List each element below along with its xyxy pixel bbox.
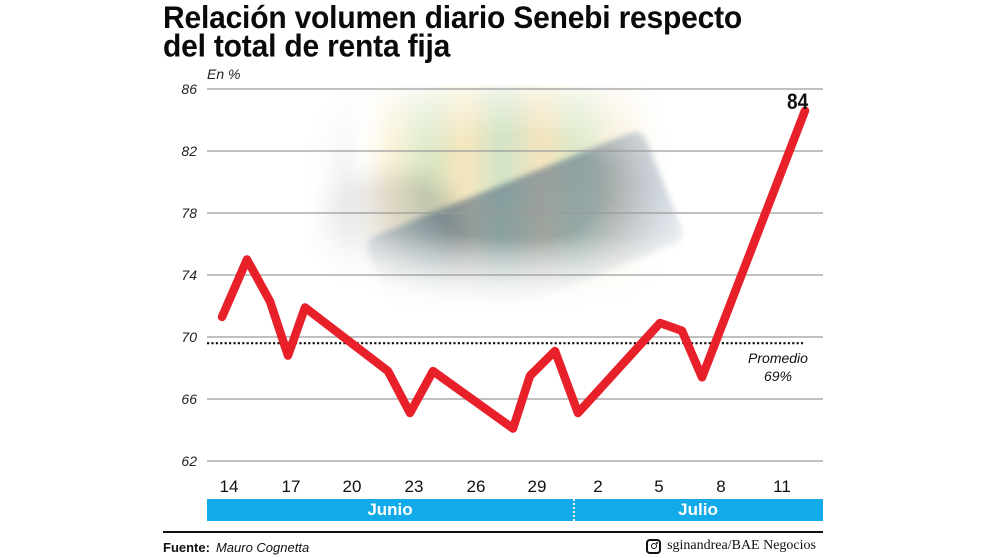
y-axis-ticks: 86 82 78 74 70 66 62	[181, 81, 197, 469]
x-tick-label: 2	[593, 477, 602, 496]
instagram-icon	[646, 538, 662, 554]
last-value-label: 84	[787, 90, 809, 115]
y-tick-label: 66	[181, 391, 197, 407]
y-tick-label: 86	[181, 81, 197, 97]
month-separator	[573, 499, 575, 521]
x-tick-label: 29	[528, 477, 547, 496]
x-tick-label: 8	[716, 477, 725, 496]
y-axis-unit-label: En %	[207, 66, 241, 82]
chart-title: Relación volumen diario Senebi respecto …	[163, 0, 843, 64]
x-tick-label: 17	[282, 477, 301, 496]
average-label-title: Promedio	[748, 350, 808, 366]
series-line	[217, 106, 810, 433]
x-axis-ticks: 14 17 20 23 26 29 2 5 8 11	[220, 477, 791, 496]
x-tick-label: 11	[773, 477, 791, 496]
footer-rule	[163, 531, 823, 533]
month-label-julio: Julio	[678, 500, 718, 519]
credit-text: sginandrea/BAE Negocios	[667, 538, 816, 553]
month-bar-julio: Julio	[573, 499, 823, 521]
source-name: Mauro Cognetta	[215, 540, 310, 555]
y-tick-label: 78	[181, 205, 197, 221]
x-tick-label: 23	[405, 477, 424, 496]
source-note: Fuente: Mauro Cognetta	[163, 540, 309, 555]
x-tick-label: 14	[220, 477, 239, 496]
gridlines	[207, 88, 823, 462]
y-tick-label: 70	[181, 329, 197, 345]
credit: sginandrea/BAE Negocios	[646, 538, 816, 554]
y-tick-label: 82	[181, 143, 197, 159]
x-tick-label: 20	[343, 477, 362, 496]
month-label-junio: Junio	[367, 500, 413, 519]
x-tick-label: 26	[467, 477, 486, 496]
y-tick-label: 74	[181, 267, 197, 283]
chart-title-line-2: del total de renta fija	[163, 29, 451, 64]
background-photo-stock-trading-phone	[305, 85, 685, 315]
y-tick-label: 62	[181, 453, 197, 469]
average-label: Promedio 69%	[733, 349, 823, 385]
chart-title-line-1: Relación volumen diario Senebi respecto	[163, 0, 743, 36]
x-tick-label: 5	[654, 477, 663, 496]
average-label-value: 69%	[763, 368, 793, 384]
source-label: Fuente:	[163, 540, 210, 555]
month-bar-junio: Junio	[207, 499, 573, 521]
